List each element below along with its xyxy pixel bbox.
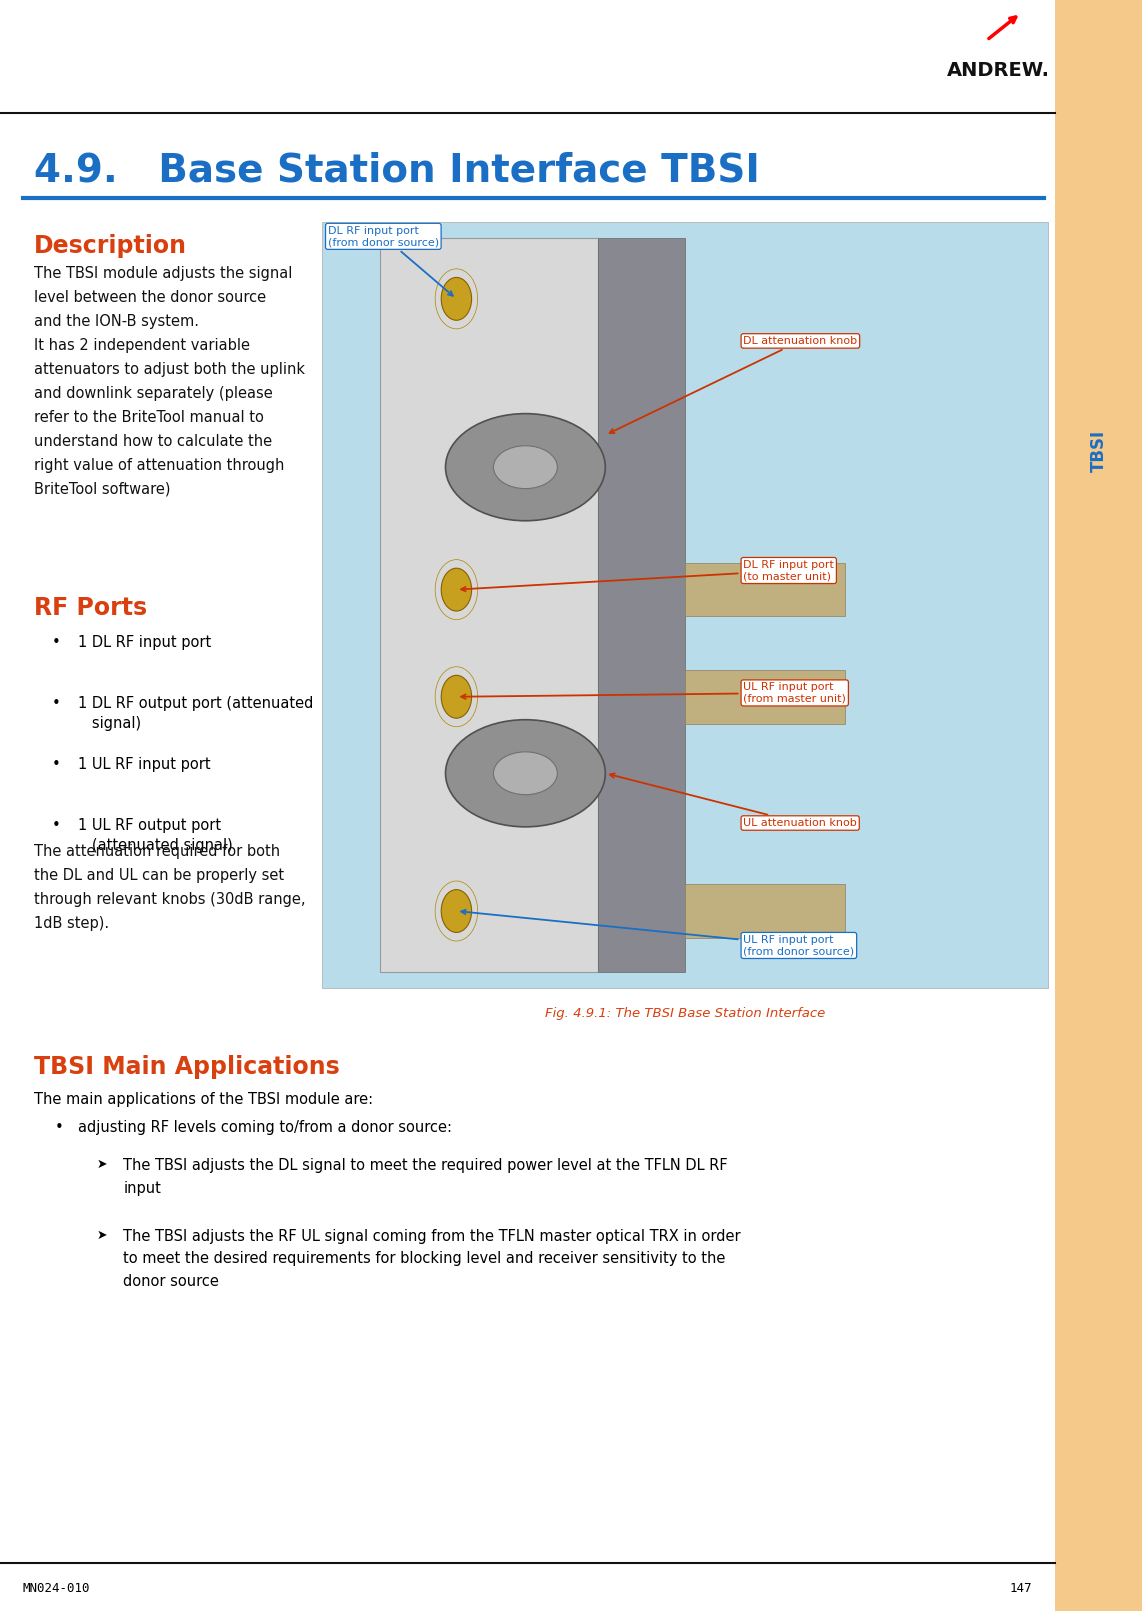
- Text: •: •: [55, 1120, 64, 1134]
- Text: 1 UL RF input port: 1 UL RF input port: [78, 757, 210, 772]
- Bar: [322, 222, 1048, 988]
- Circle shape: [441, 889, 472, 933]
- Text: ➤: ➤: [97, 1229, 107, 1242]
- Text: 1 DL RF input port: 1 DL RF input port: [78, 635, 211, 649]
- Text: •: •: [51, 696, 61, 710]
- Ellipse shape: [493, 446, 557, 488]
- Circle shape: [441, 675, 472, 719]
- Text: The TBSI adjusts the DL signal to meet the required power level at the TFLN DL R: The TBSI adjusts the DL signal to meet t…: [123, 1158, 727, 1195]
- Text: The main applications of the TBSI module are:: The main applications of the TBSI module…: [34, 1092, 373, 1107]
- Text: ➤: ➤: [97, 1158, 107, 1171]
- Text: The attenuation required for both
the DL and UL can be properly set
through rele: The attenuation required for both the DL…: [34, 844, 306, 931]
- Text: •: •: [51, 818, 61, 833]
- Text: •: •: [51, 757, 61, 772]
- Text: •: •: [51, 635, 61, 649]
- Text: RF Ports: RF Ports: [34, 596, 147, 620]
- Bar: [685, 884, 845, 938]
- Text: DL RF input port
(to master unit): DL RF input port (to master unit): [461, 559, 834, 591]
- Text: UL RF input port
(from master unit): UL RF input port (from master unit): [461, 681, 846, 704]
- Text: MN024-010: MN024-010: [23, 1582, 90, 1595]
- Text: Description: Description: [34, 234, 187, 258]
- Circle shape: [441, 277, 472, 321]
- Text: TBSI: TBSI: [1089, 430, 1108, 472]
- Text: 4.9.   Base Station Interface TBSI: 4.9. Base Station Interface TBSI: [34, 151, 761, 190]
- Text: The TBSI adjusts the RF UL signal coming from the TFLN master optical TRX in ord: The TBSI adjusts the RF UL signal coming…: [123, 1229, 741, 1289]
- Circle shape: [441, 569, 472, 611]
- Text: DL attenuation knob: DL attenuation knob: [610, 337, 858, 433]
- Text: UL attenuation knob: UL attenuation knob: [610, 773, 856, 828]
- Bar: [685, 562, 845, 617]
- Text: The TBSI module adjusts the signal
level between the donor source
and the ION-B : The TBSI module adjusts the signal level…: [34, 266, 305, 496]
- Ellipse shape: [445, 720, 605, 826]
- Text: 1 UL RF output port
   (attenuated signal): 1 UL RF output port (attenuated signal): [78, 818, 233, 854]
- Text: DL RF input port
(from donor source): DL RF input port (from donor source): [328, 226, 452, 296]
- Ellipse shape: [493, 752, 557, 794]
- Ellipse shape: [445, 414, 605, 520]
- Text: UL RF input port
(from donor source): UL RF input port (from donor source): [461, 910, 854, 957]
- Text: 147: 147: [1010, 1582, 1032, 1595]
- Bar: [380, 237, 598, 971]
- Text: ANDREW.: ANDREW.: [947, 61, 1049, 81]
- Text: 1 DL RF output port (attenuated
   signal): 1 DL RF output port (attenuated signal): [78, 696, 313, 731]
- Bar: [1055, 0, 1142, 1611]
- Bar: [685, 670, 845, 723]
- Text: adjusting RF levels coming to/from a donor source:: adjusting RF levels coming to/from a don…: [78, 1120, 451, 1134]
- Bar: [598, 237, 685, 971]
- Text: Fig. 4.9.1: The TBSI Base Station Interface: Fig. 4.9.1: The TBSI Base Station Interf…: [545, 1007, 826, 1020]
- Text: TBSI Main Applications: TBSI Main Applications: [34, 1055, 340, 1079]
